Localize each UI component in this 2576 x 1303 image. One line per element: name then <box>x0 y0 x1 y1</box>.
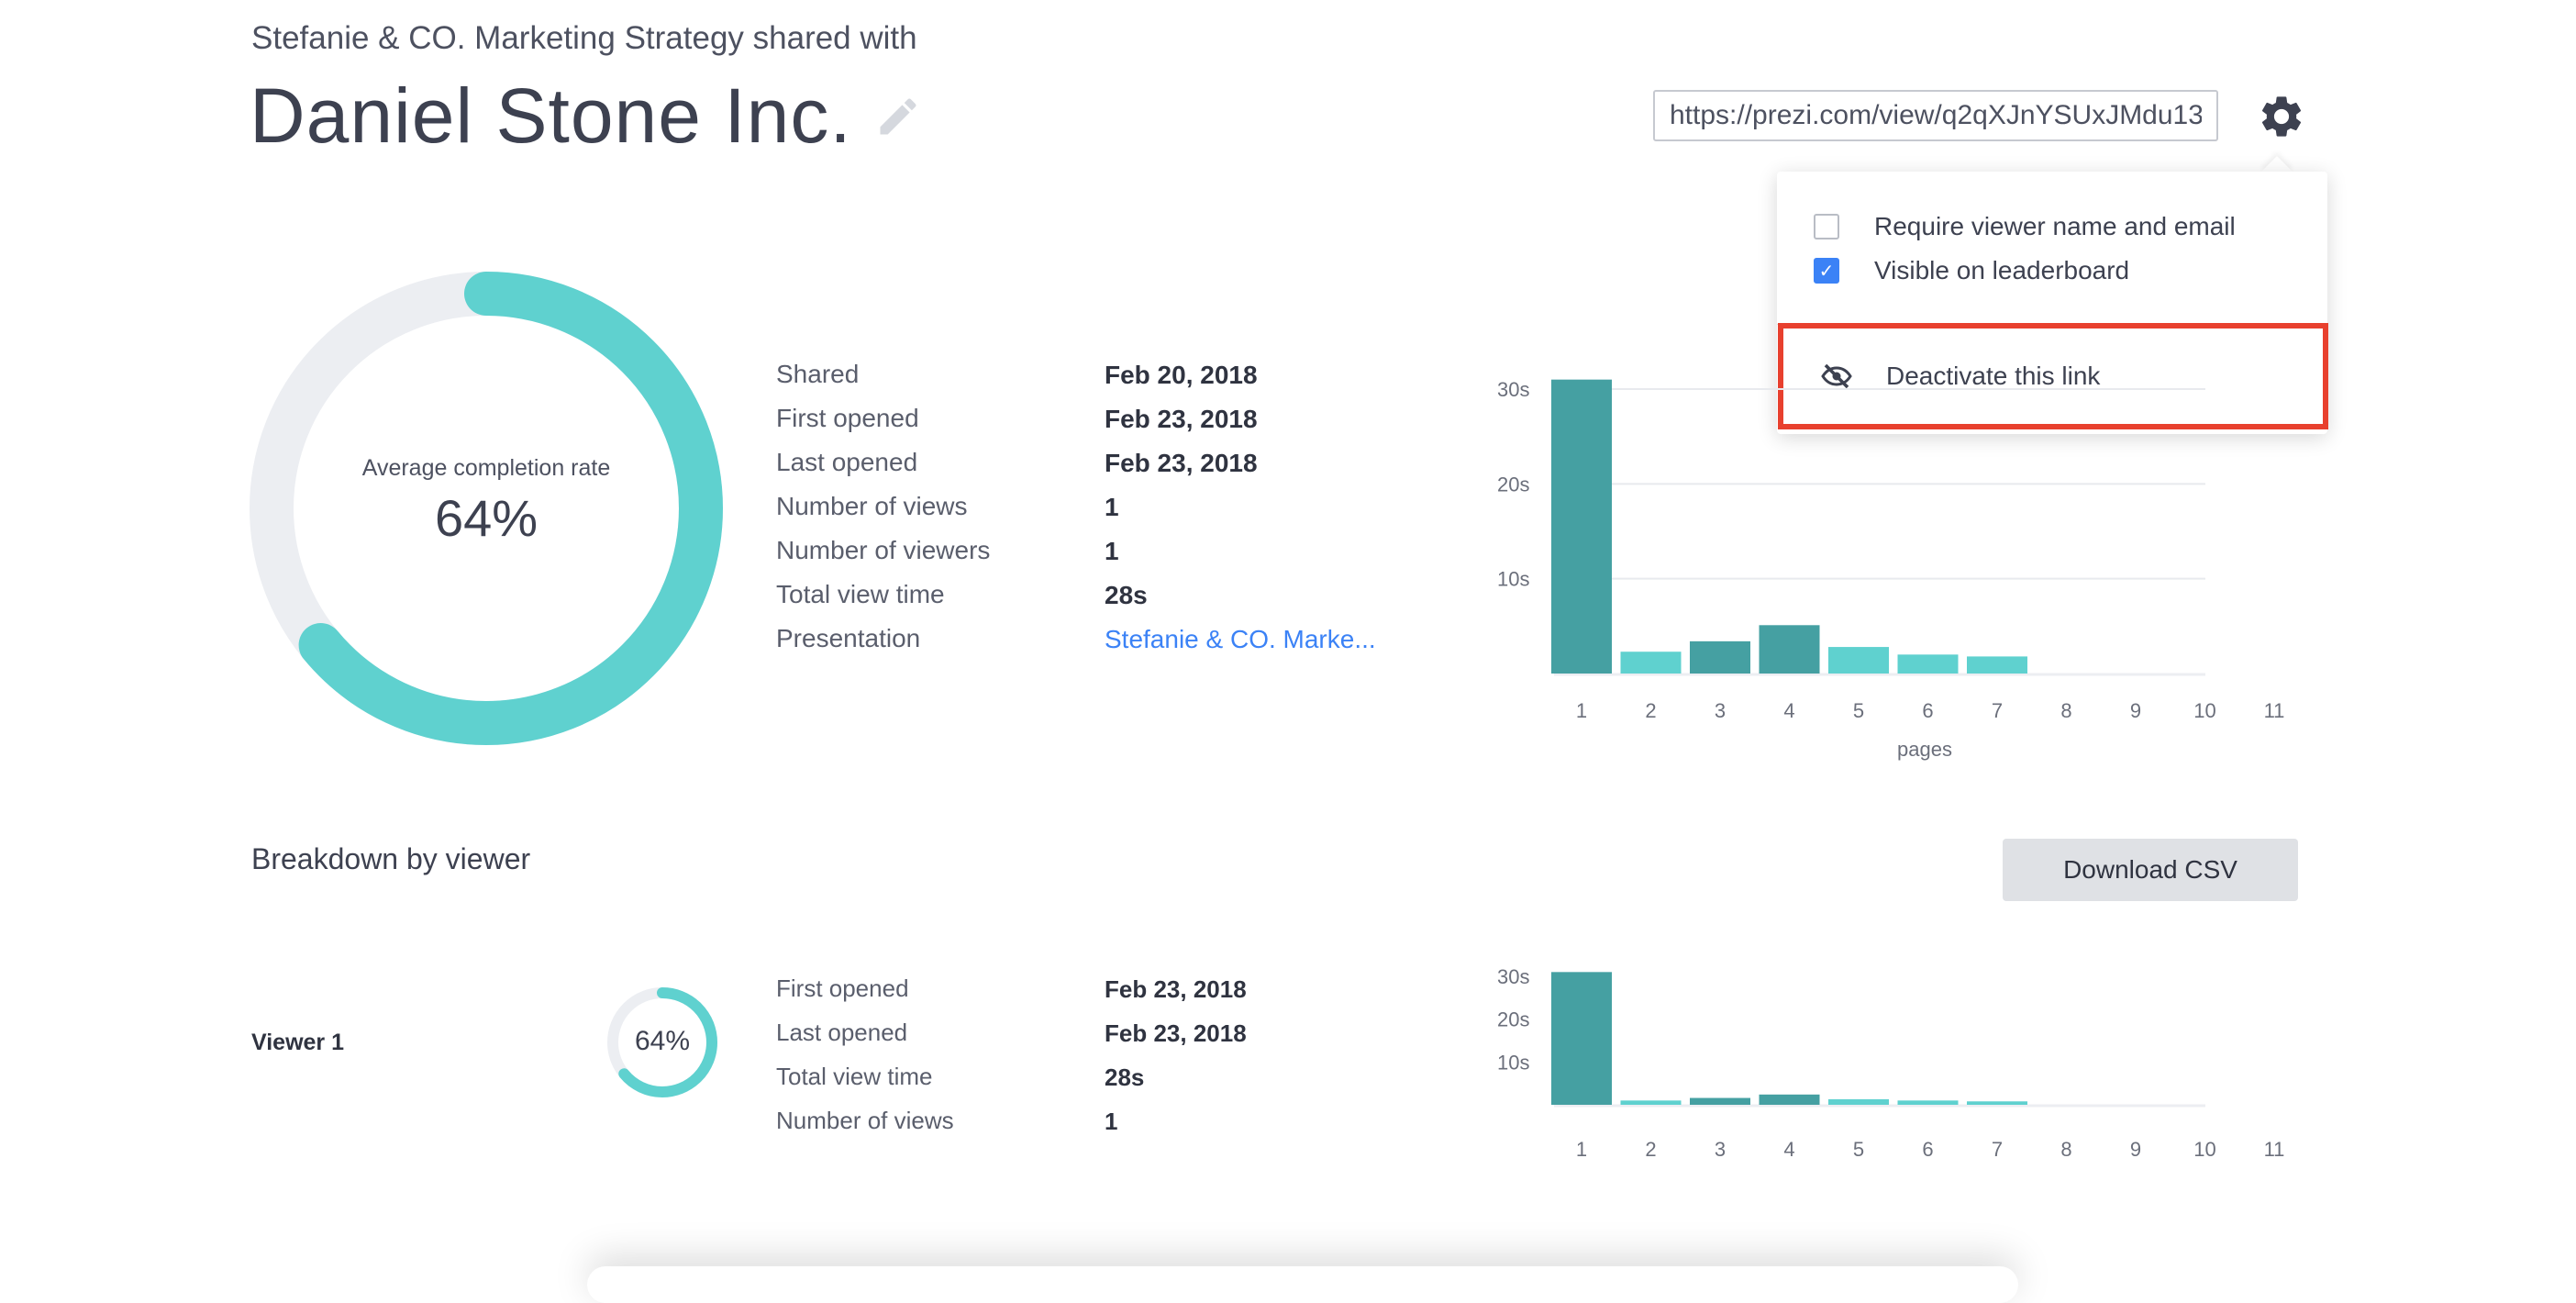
breakdown-title: Breakdown by viewer <box>251 842 531 875</box>
leaderboard-visibility-option[interactable]: ✓ Visible on leaderboard <box>1814 256 2129 285</box>
stat-label-shared: Shared <box>776 360 860 388</box>
x-tick-label: 3 <box>1715 699 1726 722</box>
stat-value-views: 1 <box>1105 493 1119 521</box>
bar-page-3 <box>1690 640 1750 674</box>
x-tick-label: 3 <box>1715 1138 1726 1161</box>
viewer-stat-value-views: 1 <box>1105 1108 1118 1135</box>
y-tick-label: 20s <box>1497 473 1529 496</box>
stat-label-presentation: Presentation <box>776 624 921 652</box>
x-tick-label: 8 <box>2060 699 2071 722</box>
title-row: Daniel Stone Inc. <box>250 72 922 161</box>
eye-off-icon <box>1821 363 1852 389</box>
viewer-completion-donut <box>607 987 717 1097</box>
stat-label-last-opened: Last opened <box>776 448 918 476</box>
viewer-stat-value-view-time: 28s <box>1105 1064 1145 1091</box>
x-tick-label: 9 <box>2130 1138 2141 1161</box>
bar-page-4 <box>1759 1094 1820 1105</box>
x-tick-label: 1 <box>1576 699 1587 722</box>
gear-icon[interactable] <box>2257 92 2306 141</box>
leaderboard-visibility-checkbox[interactable]: ✓ <box>1814 258 1839 284</box>
stat-value-first-opened: Feb 23, 2018 <box>1105 405 1258 433</box>
viewer-stat-value-first-opened: Feb 23, 2018 <box>1105 975 1247 1003</box>
bottom-panel-edge <box>587 1266 2018 1303</box>
stat-value-shared: Feb 20, 2018 <box>1105 361 1258 389</box>
viewer-completion-value: 64% <box>634 1026 691 1056</box>
viewer-stat-value-last-opened: Feb 23, 2018 <box>1105 1019 1247 1047</box>
x-tick-label: 10 <box>2193 1138 2215 1161</box>
stat-label-viewers: Number of viewers <box>776 536 991 564</box>
x-tick-label: 6 <box>1922 699 1933 722</box>
x-tick-label: 1 <box>1576 1138 1587 1161</box>
x-tick-label: 2 <box>1645 699 1656 722</box>
viewer-donut-progress <box>607 987 717 1097</box>
viewer-stat-label-views: Number of views <box>776 1107 954 1134</box>
stat-label-views: Number of views <box>776 492 968 520</box>
stat-value-view-time: 28s <box>1105 581 1148 609</box>
stat-value-last-opened: Feb 23, 2018 <box>1105 449 1258 477</box>
bar-page-5 <box>1828 1098 1889 1105</box>
bar-page-3 <box>1690 1097 1750 1105</box>
page-view-time-chart: 10s 20s 30s 1 2 3 4 5 6 7 8 9 10 11 pages <box>1497 378 2285 761</box>
deactivate-link-label: Deactivate this link <box>1886 362 2101 390</box>
bar-page-1 <box>1551 972 1612 1105</box>
require-viewer-info-label: Require viewer name and email <box>1874 212 2236 240</box>
y-tick-label: 10s <box>1497 1051 1529 1074</box>
bar-page-2 <box>1620 652 1682 674</box>
x-axis-label: pages <box>1897 738 1952 761</box>
bar-page-6 <box>1897 1100 1959 1105</box>
y-tick-label: 20s <box>1497 1008 1529 1031</box>
viewer-stat-label-first-opened: First opened <box>776 974 909 1002</box>
viewer-stat-label-view-time: Total view time <box>776 1063 933 1090</box>
y-tick-label: 30s <box>1497 965 1529 988</box>
bar-page-6 <box>1897 654 1959 674</box>
x-tick-label: 4 <box>1783 699 1794 722</box>
viewer-stat-label-last-opened: Last opened <box>776 1019 908 1046</box>
completion-label: Average completion rate <box>361 455 611 481</box>
viewer-name: Viewer 1 <box>251 1030 345 1055</box>
bar-page-7 <box>1967 1101 2027 1105</box>
x-tick-label: 2 <box>1645 1138 1656 1161</box>
x-tick-label: 8 <box>2060 1138 2071 1161</box>
x-tick-label: 11 <box>2264 699 2285 722</box>
bar-page-7 <box>1967 656 2027 674</box>
y-tick-label: 30s <box>1497 378 1529 401</box>
x-tick-label: 6 <box>1922 1138 1933 1161</box>
x-tick-label: 11 <box>2264 1138 2285 1161</box>
y-tick-label: 10s <box>1497 568 1529 591</box>
x-tick-label: 9 <box>2130 699 2141 722</box>
leaderboard-visibility-label: Visible on leaderboard <box>1874 256 2130 284</box>
x-tick-label: 5 <box>1853 1138 1864 1161</box>
stat-value-viewers: 1 <box>1105 537 1119 565</box>
download-csv-button[interactable]: Download CSV <box>2003 839 2298 901</box>
donut-progress <box>250 272 723 745</box>
stat-label-first-opened: First opened <box>776 404 919 432</box>
bar-page-1 <box>1551 379 1612 674</box>
deactivate-link-button[interactable]: Deactivate this link <box>1778 323 2328 429</box>
viewer-page-view-time-chart: 10s 20s 30s 1 2 3 4 5 6 7 8 9 10 11 <box>1497 965 2284 1161</box>
stat-label-view-time: Total view time <box>776 580 945 608</box>
share-link-input[interactable] <box>1653 90 2218 141</box>
completion-donut <box>250 272 723 745</box>
x-tick-label: 4 <box>1783 1138 1794 1161</box>
pencil-icon[interactable] <box>874 93 922 140</box>
shared-with-label: Stefanie & CO. Marketing Strategy shared… <box>251 20 917 56</box>
x-tick-label: 7 <box>1992 699 2003 722</box>
x-tick-label: 7 <box>1992 1138 2003 1161</box>
presentation-link[interactable]: Stefanie & CO. Marke... <box>1105 625 1376 653</box>
page-title: Daniel Stone Inc. <box>250 72 852 159</box>
require-viewer-info-checkbox[interactable] <box>1814 214 1839 239</box>
x-tick-label: 5 <box>1853 699 1864 722</box>
require-viewer-info-option[interactable]: Require viewer name and email <box>1814 212 2236 241</box>
bar-page-2 <box>1620 1100 1682 1105</box>
completion-value: 64% <box>434 489 539 547</box>
x-tick-label: 10 <box>2193 699 2215 722</box>
bar-page-4 <box>1759 625 1820 674</box>
bar-page-5 <box>1828 647 1889 674</box>
